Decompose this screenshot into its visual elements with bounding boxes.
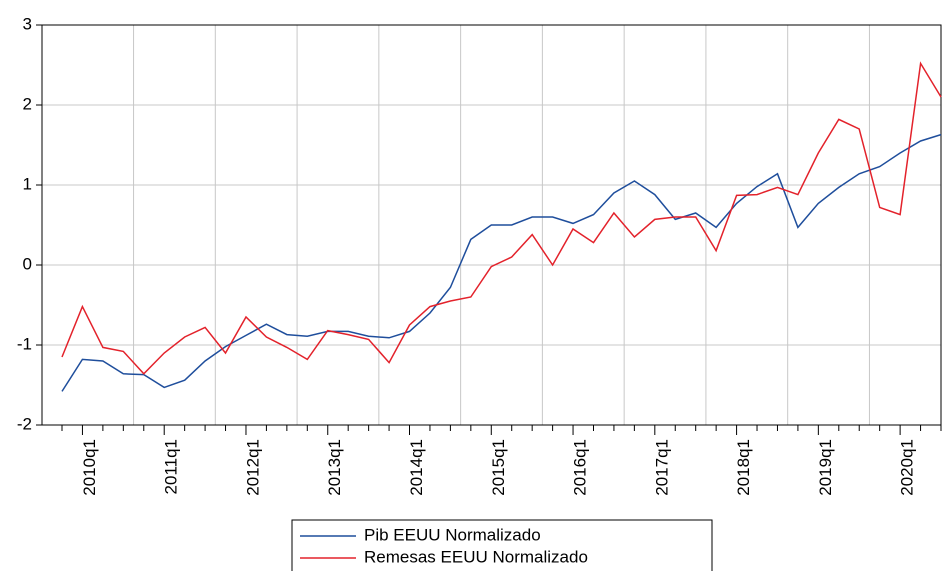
x-tick-label: 2020q1: [898, 439, 917, 496]
y-tick-label: 3: [23, 14, 32, 33]
y-tick-label: -2: [17, 414, 32, 433]
legend-label: Pib EEUU Normalizado: [364, 525, 541, 544]
x-tick-label: 2017q1: [652, 439, 671, 496]
y-tick-label: 0: [23, 254, 32, 273]
x-tick-label: 2010q1: [80, 439, 99, 496]
legend-box: [291, 519, 713, 571]
x-tick-label: 2013q1: [325, 439, 344, 496]
x-tick-label: 2016q1: [571, 439, 590, 496]
legend-label: Remesas EEUU Normalizado: [364, 547, 588, 566]
y-tick-label: 2: [23, 94, 32, 113]
x-tick-label: 2014q1: [407, 439, 426, 496]
series-line: [61, 61, 942, 375]
x-tick-label: 2012q1: [243, 439, 262, 496]
x-tick-label: 2019q1: [816, 439, 835, 496]
x-tick-label: 2015q1: [489, 439, 508, 496]
x-tick-label: 2011q1: [162, 439, 181, 494]
x-tick-label: 2018q1: [734, 439, 753, 496]
series-line: [61, 133, 942, 392]
y-tick-label: 1: [23, 174, 32, 193]
y-tick-label: -1: [17, 334, 32, 353]
